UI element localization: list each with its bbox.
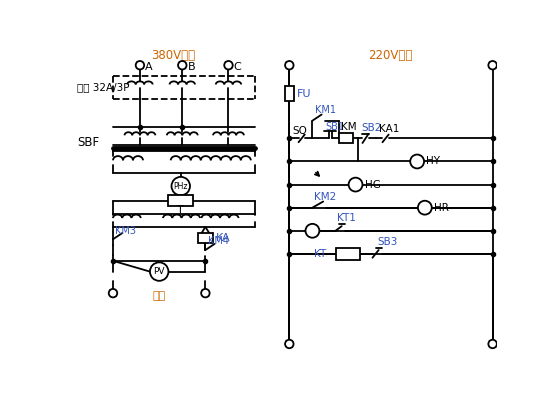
Circle shape	[348, 178, 362, 192]
Text: SB3: SB3	[377, 237, 397, 248]
Text: SQ: SQ	[293, 126, 307, 136]
Circle shape	[224, 61, 233, 69]
Bar	[340, 133, 353, 143]
Text: SBF: SBF	[77, 137, 99, 150]
Text: HY: HY	[427, 156, 440, 166]
Text: A: A	[145, 62, 153, 72]
Text: KM: KM	[341, 122, 357, 132]
Bar	[168, 195, 193, 206]
Bar	[198, 233, 213, 243]
Circle shape	[150, 262, 168, 281]
Circle shape	[305, 224, 319, 238]
Text: KT1: KT1	[337, 213, 356, 223]
Text: KA: KA	[216, 233, 230, 243]
Circle shape	[178, 61, 187, 69]
Circle shape	[418, 201, 432, 215]
Circle shape	[136, 61, 144, 69]
Circle shape	[489, 340, 497, 348]
Circle shape	[201, 289, 209, 297]
Text: 380V输入: 380V输入	[151, 50, 195, 63]
Text: KT: KT	[314, 249, 326, 259]
Circle shape	[410, 154, 424, 168]
Circle shape	[172, 177, 190, 195]
Text: KM1: KM1	[315, 105, 336, 115]
Circle shape	[285, 61, 294, 69]
Circle shape	[489, 61, 497, 69]
Text: KM2: KM2	[314, 192, 336, 202]
Text: B: B	[188, 62, 196, 72]
Bar	[336, 248, 360, 260]
Text: PV: PV	[153, 267, 165, 276]
Text: SB1: SB1	[326, 122, 345, 132]
Text: C: C	[234, 62, 242, 72]
Circle shape	[109, 289, 117, 297]
Text: HR: HR	[434, 203, 449, 213]
Text: 电源 32A/3P: 电源 32A/3P	[77, 82, 129, 93]
Text: SB2: SB2	[361, 123, 381, 133]
Text: KA1: KA1	[379, 124, 400, 134]
Text: T: T	[177, 205, 184, 215]
Text: PHz: PHz	[173, 182, 188, 190]
Text: KM4: KM4	[208, 236, 229, 246]
Text: FU: FU	[297, 89, 311, 99]
Bar	[285, 86, 294, 101]
Circle shape	[285, 340, 294, 348]
Text: 输出: 输出	[152, 291, 166, 301]
Text: KM3: KM3	[115, 226, 136, 236]
Text: 220V输入: 220V输入	[368, 50, 412, 63]
Text: HG: HG	[365, 179, 381, 190]
